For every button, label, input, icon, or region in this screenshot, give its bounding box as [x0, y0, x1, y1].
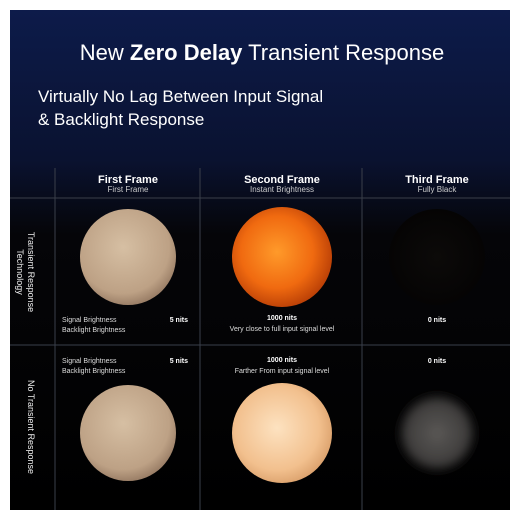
row-label: No Transient Response — [26, 380, 36, 474]
subtitle-line: & Backlight Response — [38, 110, 204, 129]
cell-value: 5 nits — [170, 317, 188, 324]
sphere-blurred — [393, 389, 481, 477]
cell-value: 0 nits — [428, 358, 446, 365]
title-emphasis: Zero Delay — [130, 40, 243, 65]
sphere-pale — [232, 383, 332, 483]
column-subtitle: First Frame — [108, 185, 149, 194]
cell-value: 1000 nits — [267, 357, 297, 364]
cell-label: Backlight Brightness — [62, 368, 126, 375]
cell-value: 1000 nits — [267, 315, 297, 322]
subtitle-line: Virtually No Lag Between Input Signal — [38, 87, 323, 106]
column-title: Third Frame — [405, 174, 469, 186]
cell-label: Signal Brightness — [62, 358, 117, 365]
title: New Zero Delay Transient Response — [80, 40, 444, 65]
sphere-black — [389, 209, 485, 305]
cell-label: Signal Brightness — [62, 317, 117, 324]
column-title: Second Frame — [244, 174, 320, 186]
cell-value: 5 nits — [170, 358, 188, 365]
sphere-dim — [80, 385, 176, 481]
cell-note: Very close to full input signal level — [230, 326, 335, 333]
column-subtitle: Instant Brightness — [250, 185, 314, 194]
cell-value: 0 nits — [428, 317, 446, 324]
column-title: First Frame — [98, 174, 158, 186]
title-suffix: Transient Response — [248, 40, 444, 65]
sphere-bright — [232, 207, 332, 307]
row-label: Transient Response — [26, 232, 36, 312]
sphere-dim — [80, 209, 176, 305]
row-label: Technology — [15, 249, 25, 295]
column-subtitle: Fully Black — [418, 185, 458, 194]
cell-label: Backlight Brightness — [62, 327, 126, 334]
cell-note: Farther From input signal level — [235, 368, 330, 375]
title-prefix: New — [80, 40, 124, 65]
